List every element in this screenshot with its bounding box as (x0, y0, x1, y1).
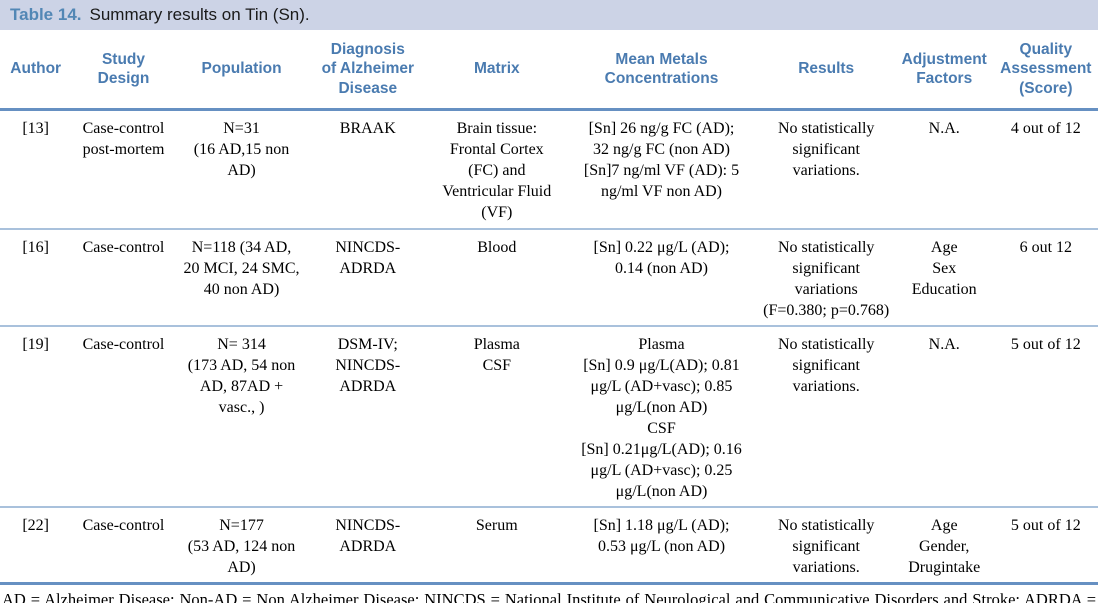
header-row: Author Study Design Population Diagnosis… (0, 30, 1098, 112)
cell-diagnosis: DSM-IV; NINCDS- ADRDA (307, 325, 429, 508)
cell-diagnosis: NINCDS- ADRDA (307, 228, 429, 327)
cell-diagnosis: BRAAK (339, 120, 396, 138)
cell-results: No statistically significant variations. (777, 120, 875, 180)
cell-author: [22] (0, 506, 72, 583)
cell-quality: 4 out of 12 (1010, 120, 1081, 138)
col-header-study-design: Study Design (71, 30, 176, 112)
cell-matrix: Blood (428, 228, 566, 327)
cell-matrix: Plasma CSF (428, 325, 566, 508)
cell-quality: 6 out 12 (993, 228, 1098, 327)
col-header-quality: Quality Assessment (Score) (993, 30, 1098, 112)
cell-adjustment: N.A. (894, 325, 994, 508)
cell-results: No statistically significant variations … (757, 228, 895, 327)
cell-quality: 5 out of 12 (993, 325, 1098, 508)
cell-mean-metals: [Sn] 26 ng/g FC (AD); 32 ng/g FC (non AD… (583, 120, 740, 201)
cell-mean-metals: [Sn] 1.18 μg/L (AD); 0.53 μg/L (non AD) (565, 506, 758, 583)
table-footnote: AD = Alzheimer Disease; Non-AD = Non Alz… (2, 590, 1096, 603)
cell-author: [16] (0, 228, 72, 327)
cell-population: N=118 (34 AD, 20 MCI, 24 SMC, 40 non AD) (175, 228, 308, 327)
cell-results: No statistically significant variations. (757, 506, 895, 583)
table-bottom-rule (0, 582, 1098, 586)
cell-adjustment: Age Gender, Drugintake (894, 506, 994, 583)
cell-study-design: Case-control (71, 325, 176, 508)
cell-results: No statistically significant variations. (757, 325, 895, 508)
table-number-label: Table 14. (10, 5, 82, 24)
col-header-population: Population (175, 30, 308, 112)
table-row: [13] Case-control post-mortem N=31 (16 A… (0, 110, 1098, 230)
cell-matrix: Brain tissue: Frontal Cortex (FC) and Ve… (442, 120, 552, 222)
cell-population: N=177 (53 AD, 124 non AD) (175, 506, 308, 583)
table-row: [22] Case-control N=177 (53 AD, 124 non … (0, 506, 1098, 583)
cell-quality: 5 out of 12 (993, 506, 1098, 583)
cell-diagnosis: NINCDS- ADRDA (307, 506, 429, 583)
table-row: [16] Case-control N=118 (34 AD, 20 MCI, … (0, 228, 1098, 327)
cell-mean-metals: Plasma [Sn] 0.9 μg/L(AD); 0.81 μg/L (AD+… (565, 325, 758, 508)
cell-adjustment: Age Sex Education (894, 228, 994, 327)
col-header-author: Author (0, 30, 72, 112)
table-title-text: Summary results on Tin (Sn). (89, 5, 310, 24)
table-row: [19] Case-control N= 314 (173 AD, 54 non… (0, 325, 1098, 508)
cell-author: [19] (0, 325, 72, 508)
table-title-bar: Table 14. Summary results on Tin (Sn). (0, 0, 1098, 30)
cell-population: N= 314 (173 AD, 54 non AD, 87AD + vasc.,… (175, 325, 308, 508)
cell-author: [13] (22, 120, 49, 138)
col-header-adjustment: Adjustment Factors (894, 30, 994, 112)
cell-adjustment: N.A. (928, 120, 960, 138)
cell-matrix: Serum (428, 506, 566, 583)
cell-mean-metals: [Sn] 0.22 μg/L (AD); 0.14 (non AD) (565, 228, 758, 327)
col-header-diagnosis: Diagnosis of Alzheimer Disease (307, 30, 429, 112)
col-header-matrix: Matrix (428, 30, 566, 112)
cell-study-design: Case-control (71, 228, 176, 327)
summary-table: Author Study Design Population Diagnosis… (0, 30, 1098, 583)
cell-study-design: Case-control post-mortem (82, 120, 165, 159)
cell-study-design: Case-control (71, 506, 176, 583)
col-header-mean-metals: Mean Metals Concentrations (565, 30, 758, 112)
col-header-results: Results (757, 30, 895, 112)
cell-population: N=31 (16 AD,15 non AD) (193, 120, 290, 180)
